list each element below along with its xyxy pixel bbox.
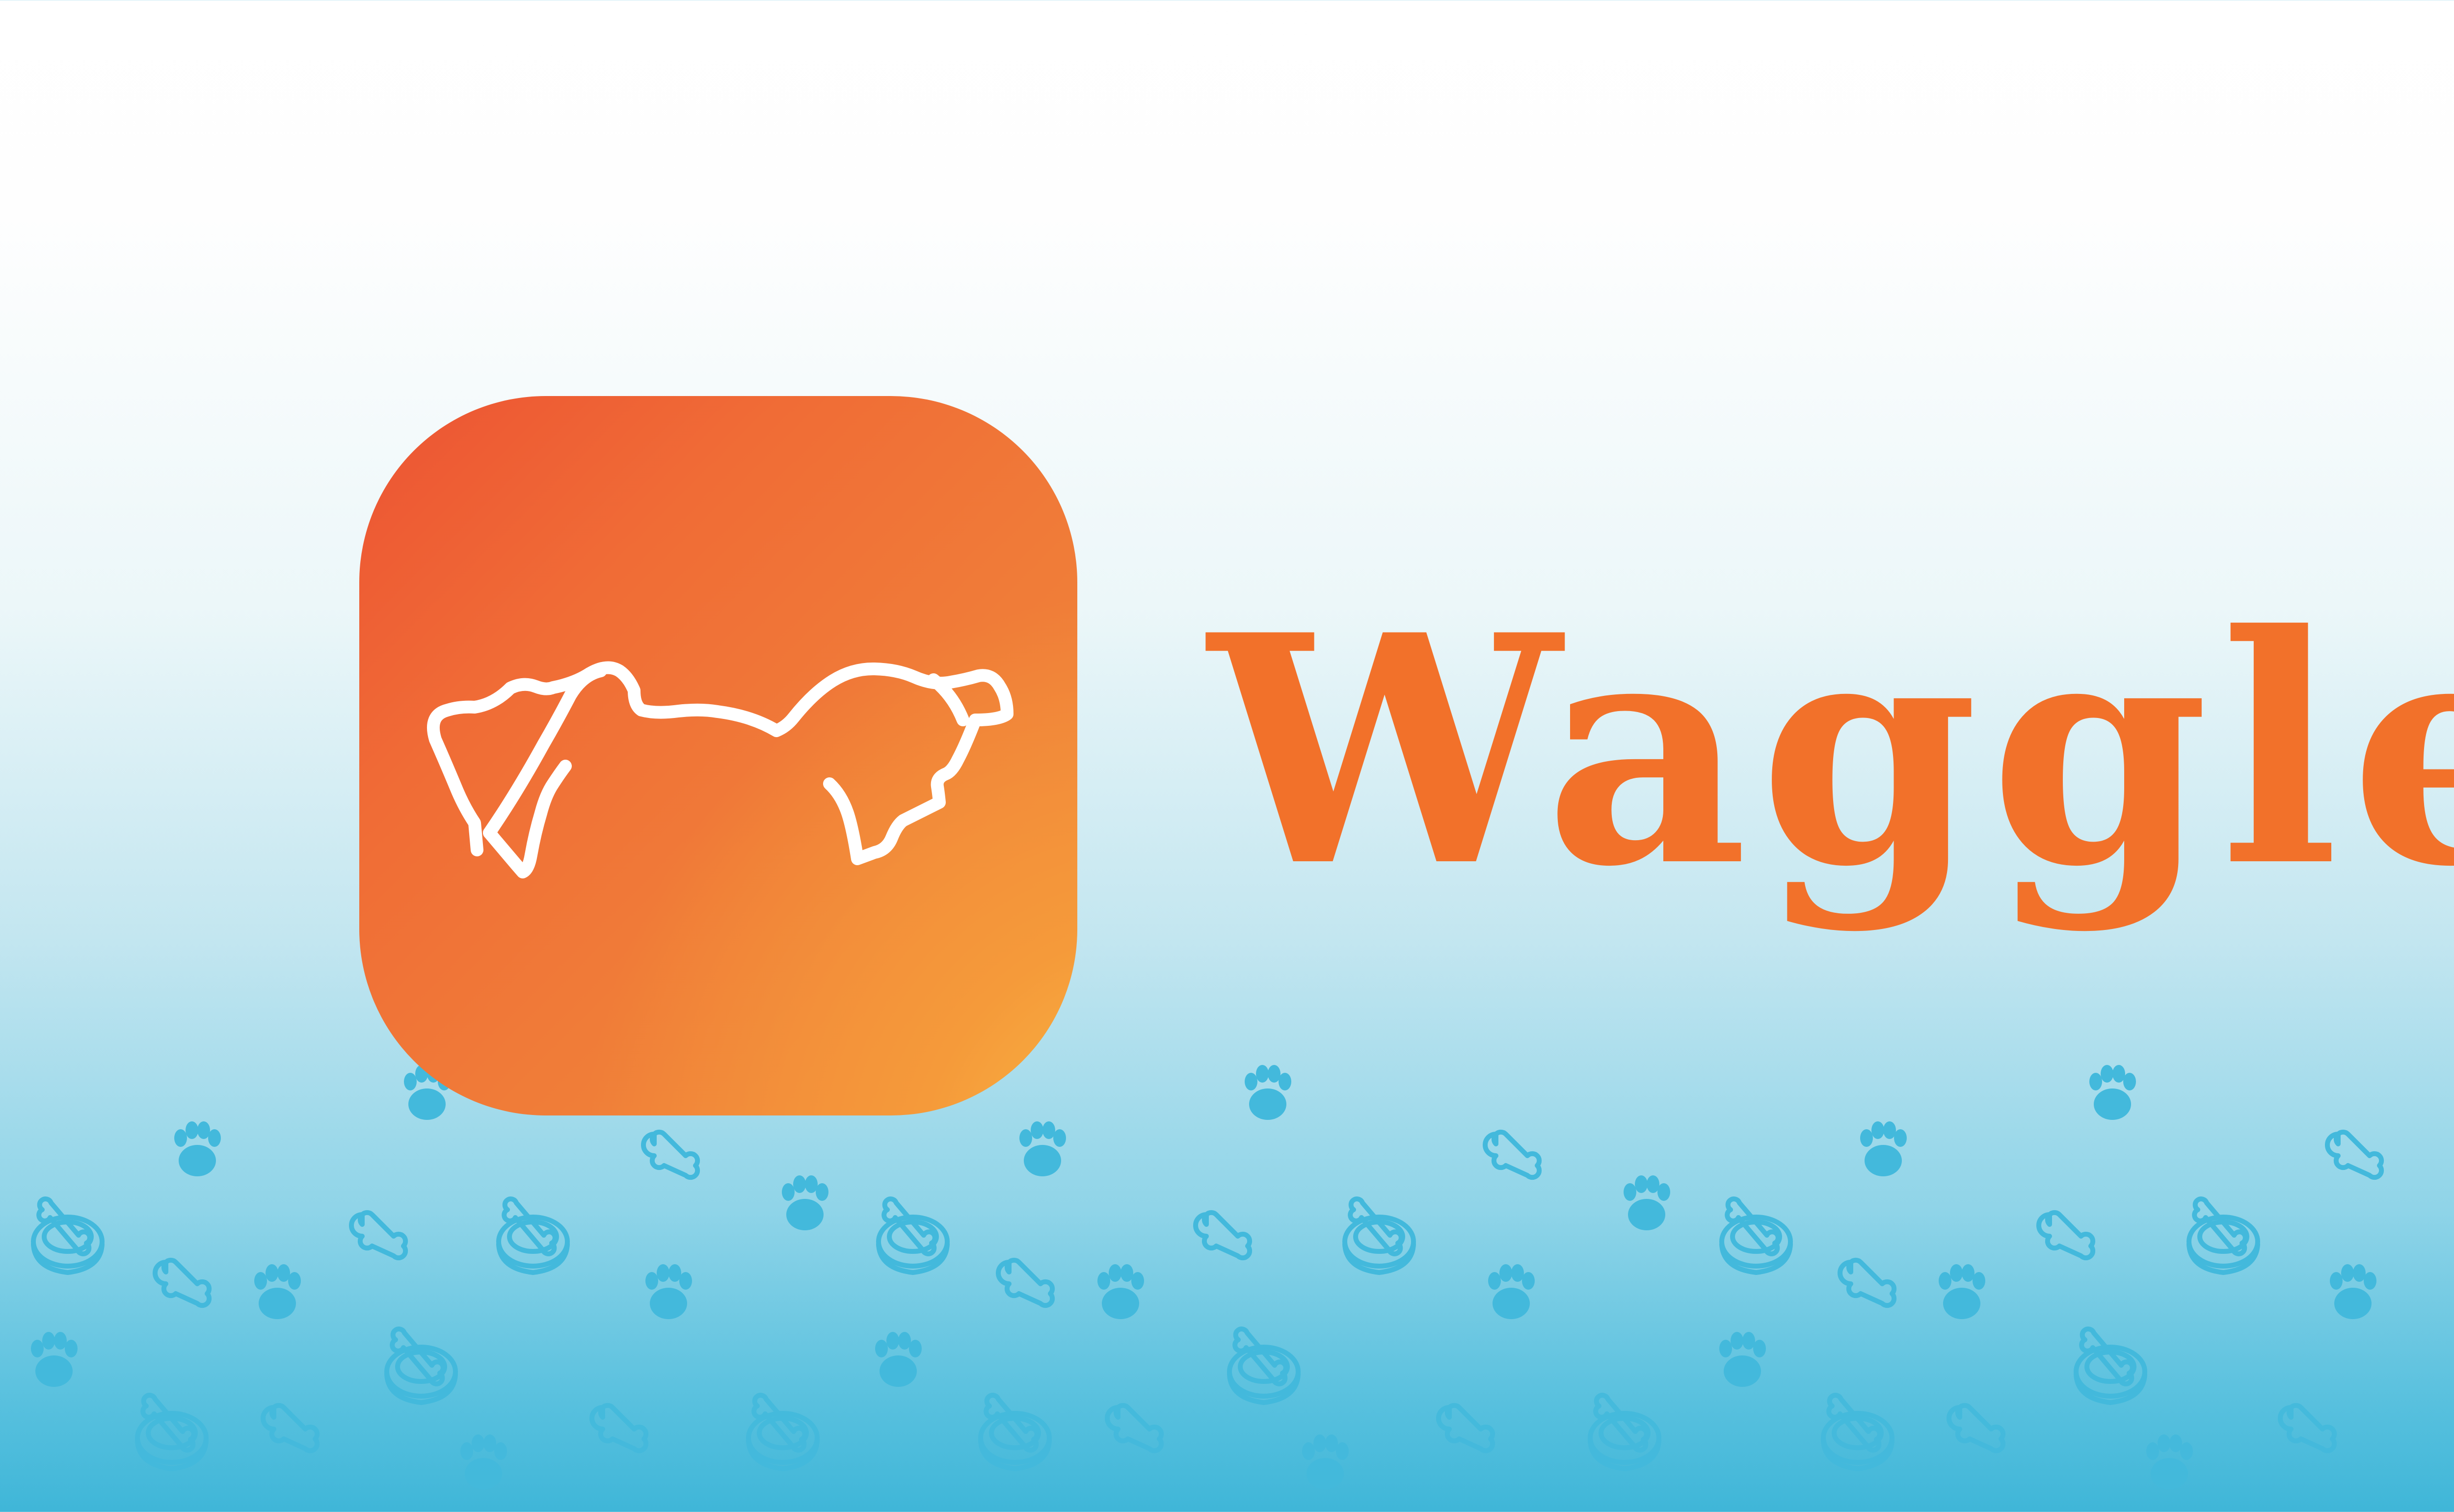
paw-print-icon xyxy=(2146,1434,2193,1489)
food-bowl-icon xyxy=(137,1395,206,1469)
dog-bone-icon xyxy=(351,1213,405,1258)
food-bowl-icon xyxy=(981,1395,1049,1469)
food-bowl-icon xyxy=(1229,1329,1298,1403)
dog-bone-icon xyxy=(592,1406,646,1451)
paw-print-icon xyxy=(1245,1065,1291,1120)
food-bowl-icon xyxy=(499,1199,567,1273)
paw-print-icon xyxy=(1302,1434,1349,1489)
food-bowl-icon xyxy=(1590,1395,1659,1469)
paw-print-icon xyxy=(460,1434,507,1489)
dog-bone-icon xyxy=(263,1406,317,1451)
paw-print-icon xyxy=(1097,1264,1144,1319)
paw-print-icon xyxy=(1939,1264,1985,1319)
paw-print-icon xyxy=(875,1332,922,1387)
pattern-row-2 xyxy=(33,1175,2258,1273)
app-icon xyxy=(359,396,1077,1115)
pattern-row-4 xyxy=(31,1329,2145,1403)
paw-print-icon xyxy=(782,1175,828,1230)
food-bowl-icon xyxy=(1722,1199,1790,1273)
dog-bone-icon xyxy=(155,1260,209,1305)
paw-print-icon xyxy=(1860,1121,1907,1176)
dog-bone-icon xyxy=(2280,1406,2334,1451)
dog-bone-icon xyxy=(1196,1213,1250,1258)
paw-print-icon xyxy=(174,1121,221,1176)
food-bowl-icon xyxy=(387,1329,455,1403)
dog-bone-icon xyxy=(2327,1132,2381,1177)
paw-print-icon xyxy=(645,1264,692,1319)
food-bowl-icon xyxy=(879,1199,947,1273)
paw-print-icon xyxy=(2330,1264,2376,1319)
paw-print-icon xyxy=(1719,1332,1766,1387)
dog-bone-icon xyxy=(998,1260,1052,1305)
paw-print-icon xyxy=(1019,1121,1066,1176)
food-bowl-icon xyxy=(1823,1395,1892,1469)
paw-print-icon xyxy=(2089,1065,2136,1120)
paw-print-icon xyxy=(1624,1175,1670,1230)
dog-bone-icon xyxy=(1485,1132,1539,1177)
dog-bone-icon xyxy=(1439,1406,1493,1451)
food-bowl-icon xyxy=(2189,1199,2258,1273)
dog-bone-icon xyxy=(643,1132,697,1177)
dog-outline-icon xyxy=(427,661,1014,878)
paw-print-icon xyxy=(31,1332,78,1387)
food-bowl-icon xyxy=(33,1199,102,1273)
brand-wordmark: Waggle xyxy=(1208,566,2454,935)
food-bowl-icon xyxy=(1345,1199,1414,1273)
pattern-row-5 xyxy=(137,1395,2334,1489)
dog-bone-icon xyxy=(1949,1406,2003,1451)
paw-print-icon xyxy=(254,1264,301,1319)
dog-bone-icon xyxy=(1840,1260,1894,1305)
paw-print-icon xyxy=(1488,1264,1535,1319)
dog-bone-icon xyxy=(2039,1213,2093,1258)
food-bowl-icon xyxy=(748,1395,817,1469)
food-bowl-icon xyxy=(2076,1329,2145,1403)
dog-bone-icon xyxy=(1107,1406,1161,1451)
pattern-row-3 xyxy=(155,1260,2376,1319)
